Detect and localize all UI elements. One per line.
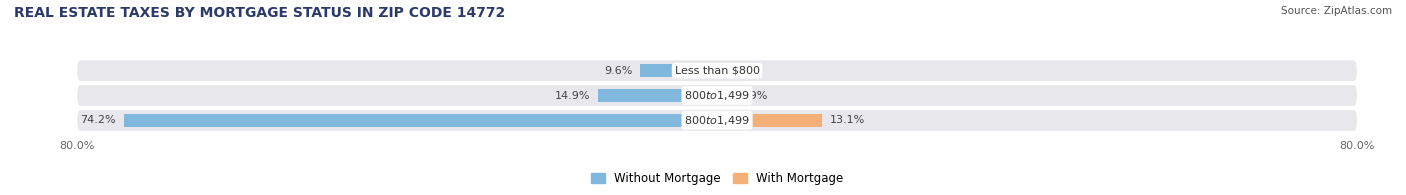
FancyBboxPatch shape: [77, 60, 1357, 81]
Bar: [717, 89, 733, 102]
Bar: [124, 114, 717, 127]
Bar: [640, 64, 717, 77]
Text: 9.6%: 9.6%: [605, 66, 633, 76]
FancyBboxPatch shape: [77, 110, 1357, 131]
Text: $800 to $1,499: $800 to $1,499: [685, 114, 749, 127]
Text: 1.9%: 1.9%: [740, 90, 769, 101]
Text: 13.1%: 13.1%: [830, 115, 865, 125]
Text: REAL ESTATE TAXES BY MORTGAGE STATUS IN ZIP CODE 14772: REAL ESTATE TAXES BY MORTGAGE STATUS IN …: [14, 6, 505, 20]
Legend: Without Mortgage, With Mortgage: Without Mortgage, With Mortgage: [586, 167, 848, 190]
Text: Less than $800: Less than $800: [675, 66, 759, 76]
FancyBboxPatch shape: [77, 85, 1357, 106]
Text: 74.2%: 74.2%: [80, 115, 115, 125]
Text: $800 to $1,499: $800 to $1,499: [685, 89, 749, 102]
Bar: [598, 89, 717, 102]
Text: Source: ZipAtlas.com: Source: ZipAtlas.com: [1281, 6, 1392, 16]
Bar: [717, 114, 823, 127]
Text: 0.0%: 0.0%: [725, 66, 754, 76]
Text: 14.9%: 14.9%: [554, 90, 591, 101]
